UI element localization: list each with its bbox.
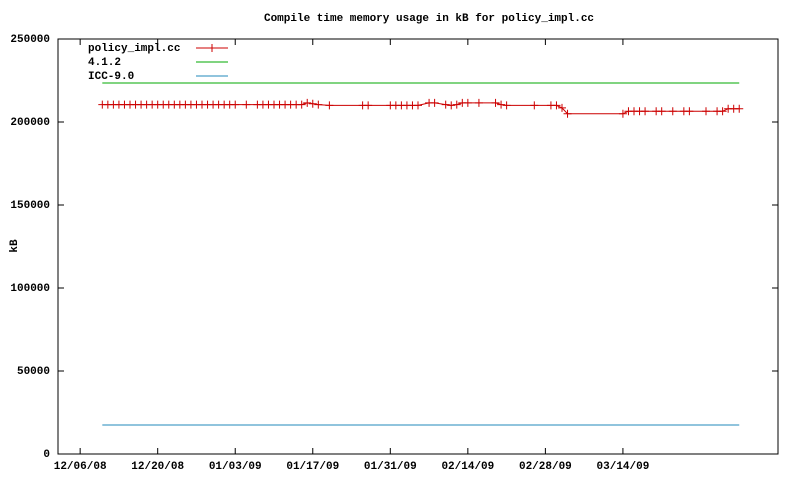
point-marker: [447, 101, 456, 110]
point-marker: [735, 104, 744, 113]
y-tick-label: 0: [43, 449, 50, 461]
point-marker: [491, 98, 500, 107]
point-marker: [303, 98, 312, 107]
y-tick-label: 200000: [10, 117, 50, 129]
point-marker: [497, 100, 506, 109]
y-axis-label: kB: [9, 239, 21, 253]
point-marker: [668, 107, 677, 116]
point-marker: [364, 101, 373, 110]
x-tick-label: 02/14/09: [441, 461, 494, 473]
point-marker: [474, 98, 483, 107]
legend-label: policy_impl.cc: [88, 43, 180, 55]
x-tick-label: 03/14/09: [597, 461, 650, 473]
point-marker: [314, 100, 323, 109]
point-marker: [702, 107, 710, 116]
point-marker: [242, 100, 251, 109]
point-marker: [308, 99, 317, 108]
x-tick-label: 01/17/09: [286, 461, 339, 473]
point-marker: [618, 109, 627, 118]
x-tick-label: 01/31/09: [364, 461, 417, 473]
point-marker: [563, 109, 572, 118]
legend-label: 4.1.2: [88, 57, 121, 69]
point-marker: [414, 101, 422, 110]
point-marker: [718, 107, 727, 116]
point-marker: [231, 100, 240, 109]
y-tick-label: 50000: [17, 366, 50, 378]
point-marker: [641, 107, 650, 116]
x-tick-label: 12/06/08: [54, 461, 107, 473]
point-marker: [685, 107, 694, 116]
y-tick-label: 100000: [10, 283, 50, 295]
point-marker: [657, 107, 666, 116]
y-tick-label: 150000: [10, 200, 50, 212]
point-marker: [325, 101, 334, 110]
x-tick-label: 12/20/08: [131, 461, 184, 473]
chart-title: Compile time memory usage in kB for poli…: [264, 13, 594, 25]
legend-label: ICC-9.0: [88, 71, 134, 83]
point-marker: [430, 98, 439, 107]
y-tick-label: 250000: [10, 34, 50, 46]
plot-frame: [57, 38, 779, 455]
legend-marker: [208, 44, 216, 52]
point-marker: [452, 100, 461, 109]
x-tick-label: 02/28/09: [519, 461, 572, 473]
point-marker: [297, 100, 306, 109]
x-tick-label: 01/03/09: [209, 461, 262, 473]
point-marker: [463, 98, 472, 107]
point-marker: [502, 101, 511, 110]
point-marker: [552, 101, 561, 110]
point-marker: [558, 103, 566, 112]
point-marker: [530, 101, 539, 110]
point-marker: [441, 100, 450, 109]
